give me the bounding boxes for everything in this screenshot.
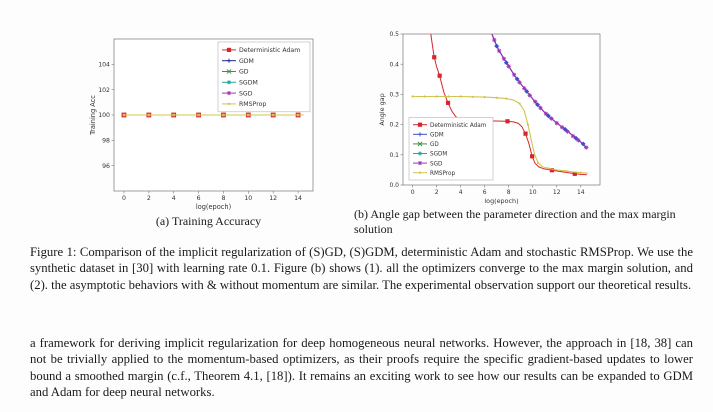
svg-text:4: 4	[172, 195, 176, 202]
svg-text:8: 8	[507, 189, 511, 196]
svg-text:102: 102	[98, 87, 110, 94]
svg-text:0.1: 0.1	[389, 152, 399, 159]
svg-text:GDM: GDM	[430, 133, 444, 139]
chart-training-accuracy: 0 2 4 6 8 10 12 14 96 98 100 102 104 log(epoch) Traini…	[86, 22, 331, 217]
svg-text:6: 6	[197, 195, 201, 202]
svg-text:12: 12	[269, 195, 277, 202]
svg-text:0.5: 0.5	[389, 31, 399, 38]
subcaption-a: (a) Training Accuracy	[155, 214, 262, 228]
svg-text:log(epoch): log(epoch)	[196, 203, 231, 211]
svg-text:6: 6	[483, 189, 487, 196]
svg-text:0.2: 0.2	[389, 122, 399, 129]
svg-text:GD: GD	[430, 142, 439, 148]
svg-text:Deterministic Adam: Deterministic Adam	[239, 47, 300, 54]
svg-text:100: 100	[98, 112, 110, 119]
svg-text:12: 12	[553, 189, 561, 196]
svg-text:Deterministic Adam: Deterministic Adam	[430, 123, 487, 129]
figure-caption: Figure 1: Comparison of the implicit reg…	[30, 245, 693, 292]
angle-gap-plot: 0 2 4 6 8 10 12 14 0.0 0.1 0.2 0.3 0.4 0.5 log(epoch) A…	[378, 31, 601, 205]
svg-text:10: 10	[529, 189, 537, 196]
svg-text:2: 2	[147, 195, 151, 202]
svg-text:8: 8	[221, 195, 225, 202]
svg-text:0: 0	[122, 195, 126, 202]
svg-text:4: 4	[459, 189, 463, 196]
svg-text:Training Acc: Training Acc	[89, 95, 97, 136]
svg-text:0.4: 0.4	[389, 61, 399, 68]
svg-text:SGD: SGD	[430, 161, 443, 167]
chart-angle-gap: 0 2 4 6 8 10 12 14 0.0 0.1 0.2 0.3 0.4 0.5 log(epoch) A…	[378, 8, 613, 208]
svg-text:0: 0	[411, 189, 415, 196]
svg-text:RMSProp: RMSProp	[430, 171, 455, 177]
svg-text:2: 2	[435, 189, 439, 196]
svg-text:log(epoch): log(epoch)	[484, 197, 518, 205]
svg-text:14: 14	[577, 189, 585, 196]
svg-text:10: 10	[244, 195, 252, 202]
svg-text:SGDM: SGDM	[239, 80, 258, 87]
training-accuracy-plot: 0 2 4 6 8 10 12 14 96 98 100 102 104 log(epoch) Traini…	[89, 38, 314, 211]
svg-text:SGD: SGD	[239, 90, 253, 97]
svg-text:14: 14	[294, 195, 302, 202]
svg-text:104: 104	[98, 61, 110, 68]
svg-text:96: 96	[102, 163, 110, 170]
body-paragraph: a framework for deriving implicit regula…	[30, 336, 693, 400]
svg-text:0.3: 0.3	[389, 92, 399, 99]
svg-text:98: 98	[102, 137, 110, 144]
subcaption-b: (b) Angle gap between the parameter dire…	[354, 207, 676, 236]
svg-text:GD: GD	[239, 69, 249, 76]
svg-text:0.0: 0.0	[389, 182, 399, 189]
svg-text:GDM: GDM	[239, 58, 254, 65]
svg-text:SGDM: SGDM	[430, 152, 447, 158]
svg-text:Angle gap: Angle gap	[378, 93, 386, 125]
svg-text:RMSProp: RMSProp	[239, 101, 266, 108]
